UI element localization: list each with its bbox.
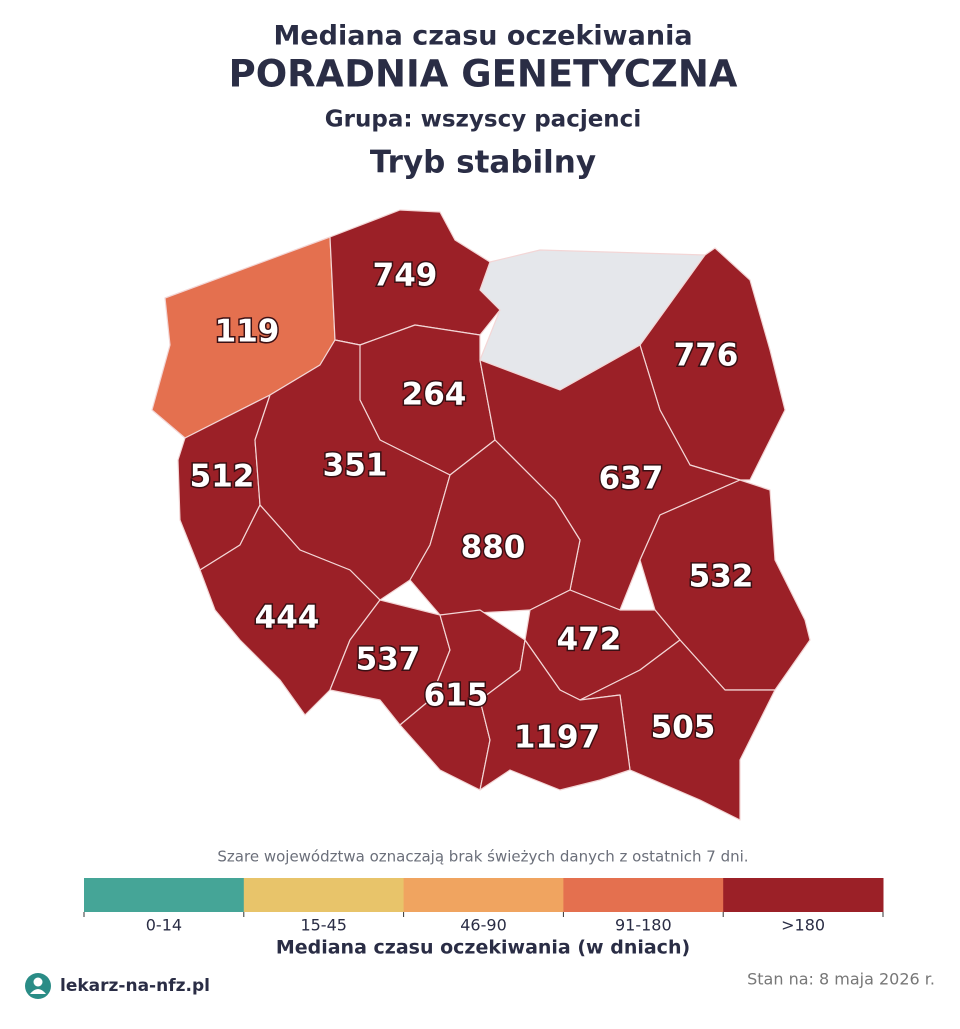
region-value: 749 (373, 258, 438, 294)
region-value: 776 (674, 338, 739, 374)
region-value: 472 (557, 622, 622, 658)
clinic: PORADNIA GENETYCZNA (229, 53, 738, 96)
legend-label: >180 (781, 916, 825, 935)
brand: lekarz-na-nfz.pl (60, 976, 210, 996)
title: Mediana czasu oczekiwania (273, 21, 692, 52)
region-value: 637 (599, 461, 664, 497)
region-value: 532 (689, 559, 754, 595)
region-value: 505 (651, 710, 716, 746)
legend-swatch (563, 878, 724, 912)
region-value: 880 (461, 530, 526, 566)
region (479, 639, 631, 791)
legend: 0-14 15-45 46-90 91-180 >180 (83, 878, 884, 935)
map (151, 209, 811, 821)
legend-swatch (84, 878, 245, 912)
region-value: 119 (215, 314, 280, 350)
legend-label: 91-180 (615, 916, 672, 935)
region-value: 512 (190, 459, 255, 495)
legend-label: 46-90 (460, 916, 507, 935)
legend-swatch (723, 878, 884, 912)
region-value: 537 (356, 642, 421, 678)
note: Szare województwa oznaczają brak świeżyc… (217, 848, 748, 866)
brand-logo (25, 973, 51, 999)
mode: Tryb stabilny (370, 145, 596, 181)
date: Stan na: 8 maja 2026 r. (747, 970, 935, 989)
legend-label: 0-14 (146, 916, 182, 935)
legend-swatch (403, 878, 564, 912)
region-value: 615 (424, 678, 489, 714)
legend-swatch (243, 878, 405, 912)
legend-label: 15-45 (300, 916, 347, 935)
region-value: 1197 (514, 720, 600, 756)
region-value: 351 (323, 448, 388, 484)
region-value: 444 (255, 600, 320, 636)
legend-title: Mediana czasu oczekiwania (w dniach) (276, 937, 690, 959)
group: Grupa: wszyscy pacjenci (325, 107, 641, 133)
region-value: 264 (402, 377, 467, 413)
